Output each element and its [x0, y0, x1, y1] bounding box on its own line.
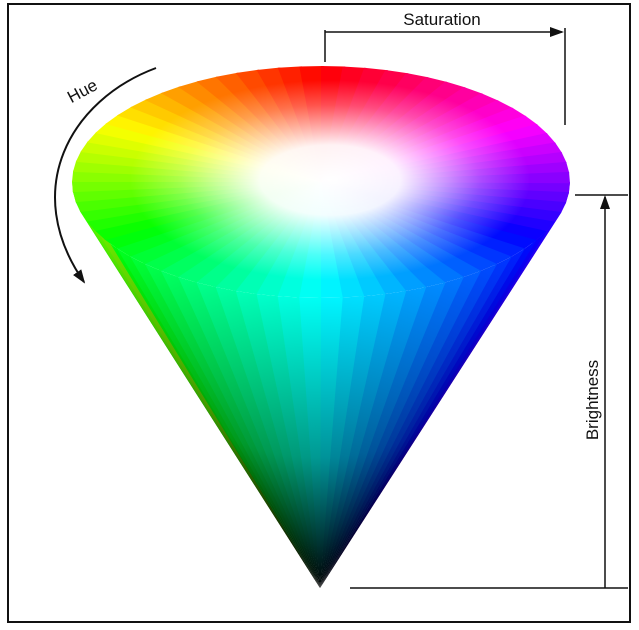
- white-center: [72, 66, 570, 298]
- hsv-cone-diagram: Saturation Brightness Hue: [0, 0, 639, 630]
- saturation-label: Saturation: [403, 10, 481, 29]
- brightness-label: Brightness: [583, 360, 602, 440]
